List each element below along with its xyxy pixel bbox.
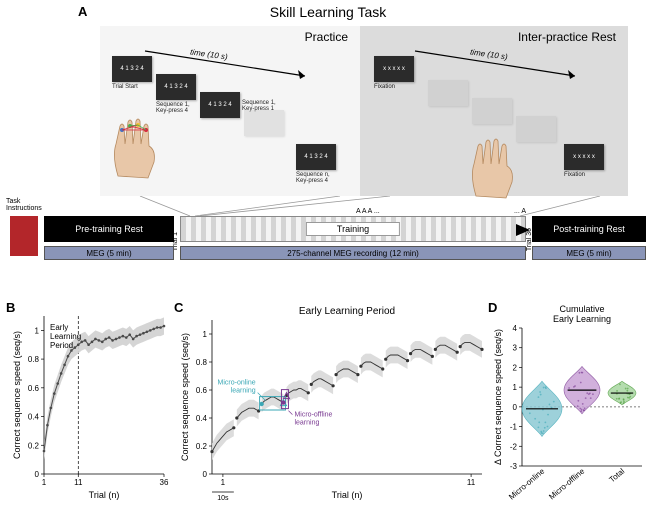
svg-text:4: 4 (513, 324, 518, 333)
svg-text:Early: Early (50, 323, 68, 332)
svg-text:Trial (n): Trial (n) (89, 490, 120, 500)
svg-text:0.2: 0.2 (28, 441, 40, 450)
timeline-row: Task Instructions Pre-training Rest Trai… (10, 214, 646, 284)
panel-b-chart: 00.20.40.60.8111136Trial (n)Correct sequ… (10, 302, 170, 502)
svg-text:0.6: 0.6 (196, 386, 208, 395)
svg-text:1: 1 (513, 383, 518, 392)
panel-d-chart: CumulativeEarly Learning -3 -2 -1 0 1 2 3 4 Micro… (492, 302, 646, 502)
panel-c-label: C (174, 300, 183, 315)
svg-text:Micro-online: Micro-online (218, 380, 256, 387)
figure-title: Skill Learning Task (270, 4, 386, 20)
practice-screen-faded (244, 110, 284, 136)
hand-icon-practice (108, 116, 160, 186)
bottom-row: B 00.20.40.60.8111136Trial (n)Correct se… (10, 302, 646, 510)
svg-text:0.4: 0.4 (196, 414, 208, 423)
posttrain-block: Post-training Rest (532, 216, 646, 242)
rest-screen-1: x x x x x (374, 56, 414, 82)
svg-text:Correct sequence speed (seq/s): Correct sequence speed (seq/s) (180, 333, 190, 461)
rest-screen-f1 (428, 80, 468, 106)
svg-text:0.6: 0.6 (28, 384, 40, 393)
svg-text:Correct sequence speed (seq/s): Correct sequence speed (seq/s) (12, 331, 22, 459)
practice-cap-2: Sequence 1, Key-press 4 (156, 102, 190, 114)
svg-text:0.8: 0.8 (196, 358, 208, 367)
svg-text:0: 0 (203, 470, 208, 479)
training-label: Training (306, 222, 400, 236)
svg-text:-1: -1 (510, 423, 518, 432)
svg-text:36: 36 (160, 478, 169, 487)
svg-text:Early Learning Period: Early Learning Period (299, 306, 395, 317)
svg-text:Learning: Learning (50, 332, 81, 341)
panel-a: Skill Learning Task A Practice time (10 … (10, 4, 646, 294)
practice-cap-4: Sequence n, Key-press 4 (296, 172, 330, 184)
svg-text:Period: Period (50, 341, 73, 350)
pretrain-block: Pre-training Rest (44, 216, 174, 242)
svg-text:0.4: 0.4 (28, 413, 40, 422)
aaa-left: A A A ... (356, 208, 380, 215)
svg-text:11: 11 (74, 478, 83, 487)
training-block: Training A A A ... ... A (180, 216, 526, 242)
rest-panel: Inter-practice Rest time (10 s) x x x x … (360, 26, 628, 196)
panel-c-chart: Early Learning Period00.20.40.60.8111110… (178, 302, 488, 502)
practice-screen-1: 4 1 3 2 4 (112, 56, 152, 82)
svg-text:Micro-offline: Micro-offline (294, 412, 332, 419)
svg-text:1: 1 (42, 478, 47, 487)
svg-text:Total: Total (608, 466, 627, 484)
panel-d-label: D (488, 300, 497, 315)
svg-text:learning: learning (231, 388, 256, 395)
panel-b: B 00.20.40.60.8111136Trial (n)Correct se… (10, 302, 170, 502)
svg-text:11: 11 (467, 478, 476, 487)
task-instructions-label: Task Instructions (6, 198, 46, 212)
practice-title: Practice (305, 30, 348, 44)
meg-left: MEG (5 min) (44, 246, 174, 260)
panel-b-label: B (6, 300, 15, 315)
svg-text:2: 2 (513, 363, 518, 372)
svg-text:Micro-online: Micro-online (507, 466, 547, 501)
rest-cap-1: Fixation (374, 84, 395, 90)
svg-text:0: 0 (513, 403, 518, 412)
panel-d: D CumulativeEarly Learning-3-2-101234Mic… (492, 302, 646, 502)
practice-screen-2: 4 1 3 2 4 (156, 74, 196, 100)
rest-screen-f3 (516, 116, 556, 142)
practice-panel: Practice time (10 s) 4 1 3 2 4 Trial Sta… (100, 26, 360, 196)
task-instructions-block (10, 216, 38, 256)
practice-screen-4: 4 1 3 2 4 (296, 144, 336, 170)
svg-text:10s: 10s (217, 495, 229, 502)
rest-screen-2: x x x x x (564, 144, 604, 170)
svg-text:Early Learning: Early Learning (553, 314, 611, 324)
panel-c: C Early Learning Period00.20.40.60.81111… (178, 302, 488, 502)
rest-cap-2: Fixation (564, 172, 585, 178)
svg-text:Cumulative: Cumulative (559, 304, 604, 314)
panel-a-label: A (78, 4, 87, 19)
svg-text:1: 1 (203, 330, 208, 339)
svg-text:-2: -2 (510, 442, 518, 451)
rest-screen-f2 (472, 98, 512, 124)
svg-text:Micro-offline: Micro-offline (547, 466, 586, 501)
svg-text:1: 1 (35, 326, 40, 335)
svg-text:0.2: 0.2 (196, 442, 208, 451)
svg-text:1: 1 (221, 478, 226, 487)
svg-text:0.8: 0.8 (28, 355, 40, 364)
svg-text:0: 0 (35, 470, 40, 479)
svg-text:learning: learning (294, 420, 319, 427)
meg-right: MEG (5 min) (532, 246, 646, 260)
svg-text:-3: -3 (510, 462, 518, 471)
rest-title: Inter-practice Rest (518, 30, 616, 44)
aaa-right: ... A (514, 208, 526, 215)
svg-text:3: 3 (513, 344, 518, 353)
practice-screen-3: 4 1 3 2 4 (200, 92, 240, 118)
svg-text:Δ Correct sequence speed (seq/: Δ Correct sequence speed (seq/s) (493, 329, 503, 465)
meg-mid: 275-channel MEG recording (12 min) (180, 246, 526, 260)
svg-text:Trial (n): Trial (n) (332, 490, 363, 500)
practice-cap-1: Trial Start (112, 84, 138, 90)
